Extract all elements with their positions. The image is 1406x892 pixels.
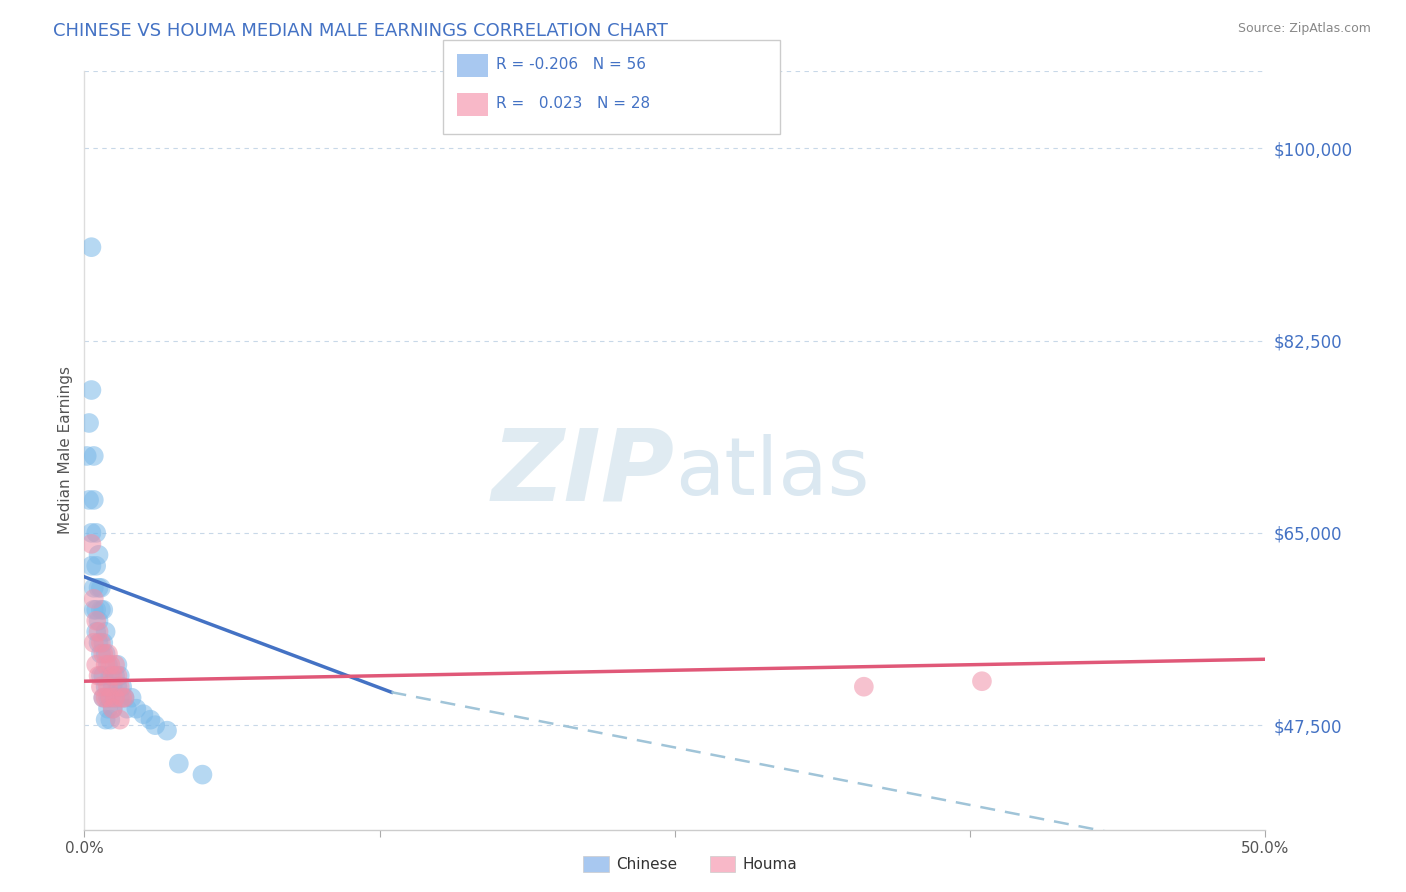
Point: [114, 690, 136, 705]
Point: [80, 240, 103, 254]
Point: [83, 636, 105, 650]
Point: [94, 647, 117, 661]
Point: [94, 624, 117, 639]
Point: [83, 591, 105, 606]
Point: [80, 537, 103, 551]
Point: [90, 647, 112, 661]
Point: [104, 690, 127, 705]
Text: R = -0.206   N = 56: R = -0.206 N = 56: [496, 57, 647, 71]
Text: atlas: atlas: [675, 434, 869, 512]
Point: [84, 525, 107, 540]
Text: Source: ZipAtlas.com: Source: ZipAtlas.com: [1237, 22, 1371, 36]
Text: R =   0.023   N = 28: R = 0.023 N = 28: [496, 96, 651, 111]
Point: [76, 449, 98, 463]
Point: [83, 492, 105, 507]
Point: [80, 525, 103, 540]
Point: [87, 581, 110, 595]
Point: [101, 680, 124, 694]
Point: [852, 680, 875, 694]
Point: [104, 690, 127, 705]
Point: [83, 581, 105, 595]
Point: [94, 690, 117, 705]
Point: [114, 690, 136, 705]
Point: [115, 701, 138, 715]
Point: [97, 680, 120, 694]
Point: [84, 614, 107, 628]
Point: [167, 756, 190, 771]
Point: [97, 647, 120, 661]
Point: [107, 657, 129, 672]
Text: Chinese: Chinese: [616, 857, 676, 871]
Point: [107, 680, 129, 694]
Point: [98, 657, 121, 672]
Point: [84, 603, 107, 617]
Point: [143, 718, 166, 732]
Point: [87, 669, 110, 683]
Point: [104, 669, 127, 683]
Text: ZIP: ZIP: [492, 425, 675, 522]
Point: [97, 701, 120, 715]
Point: [101, 701, 124, 715]
Point: [111, 690, 134, 705]
Text: CHINESE VS HOUMA MEDIAN MALE EARNINGS CORRELATION CHART: CHINESE VS HOUMA MEDIAN MALE EARNINGS CO…: [53, 22, 668, 40]
Point: [83, 603, 105, 617]
Point: [111, 680, 134, 694]
Point: [156, 723, 179, 738]
Point: [90, 636, 112, 650]
Point: [91, 690, 114, 705]
Point: [104, 657, 127, 672]
Point: [101, 669, 124, 683]
Point: [91, 647, 114, 661]
Point: [108, 669, 131, 683]
Point: [97, 690, 120, 705]
Point: [101, 701, 124, 715]
Point: [87, 636, 110, 650]
Point: [139, 713, 162, 727]
Point: [108, 713, 131, 727]
Point: [77, 492, 100, 507]
Point: [91, 603, 114, 617]
Point: [94, 713, 117, 727]
Point: [191, 767, 214, 781]
Point: [121, 690, 143, 705]
Point: [125, 701, 148, 715]
Point: [84, 558, 107, 573]
Y-axis label: Median Male Earnings: Median Male Earnings: [58, 367, 73, 534]
Point: [108, 680, 131, 694]
Point: [90, 680, 112, 694]
Point: [91, 669, 114, 683]
Text: Houma: Houma: [742, 857, 797, 871]
Point: [94, 657, 117, 672]
Point: [87, 614, 110, 628]
Point: [91, 690, 114, 705]
Point: [108, 690, 131, 705]
Point: [970, 674, 993, 689]
Point: [80, 558, 103, 573]
Point: [97, 657, 120, 672]
Point: [87, 624, 110, 639]
Point: [90, 603, 112, 617]
Point: [83, 449, 105, 463]
Point: [98, 713, 121, 727]
Point: [98, 690, 121, 705]
Point: [87, 548, 110, 562]
Point: [84, 624, 107, 639]
Point: [84, 657, 107, 672]
Point: [90, 581, 112, 595]
Point: [77, 416, 100, 430]
Point: [80, 383, 103, 397]
Point: [90, 669, 112, 683]
Point: [91, 636, 114, 650]
Point: [132, 707, 155, 722]
Point: [107, 669, 129, 683]
Point: [98, 690, 121, 705]
Point: [98, 669, 121, 683]
Point: [94, 680, 117, 694]
